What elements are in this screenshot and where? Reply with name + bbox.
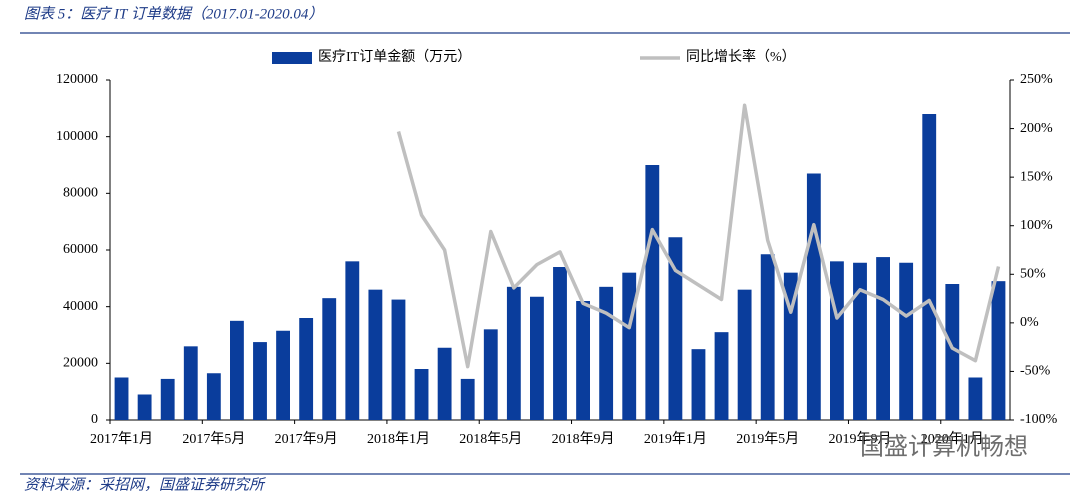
bar xyxy=(206,373,221,420)
x-tick-label: 2019年5月 xyxy=(736,431,799,447)
y2-tick-label: -50% xyxy=(1020,364,1051,379)
bar xyxy=(945,284,960,420)
bar xyxy=(414,369,429,420)
bar xyxy=(460,378,475,420)
bar xyxy=(645,165,660,420)
line xyxy=(396,103,1001,369)
y-tick-label: 60000 xyxy=(63,242,98,257)
bar xyxy=(183,346,198,420)
bar xyxy=(714,332,729,420)
bar xyxy=(114,377,129,420)
bar xyxy=(599,286,614,420)
bar xyxy=(276,330,290,420)
legend-label: 同比增长率（%） xyxy=(686,48,796,65)
bar xyxy=(922,114,937,420)
bar xyxy=(253,342,267,420)
bar xyxy=(437,347,452,420)
y-tick-label: 100000 xyxy=(56,129,98,144)
x-tick-label: 2017年5月 xyxy=(182,431,245,447)
y-tick-label: 40000 xyxy=(63,299,98,314)
legend-swatch xyxy=(272,52,312,64)
x-tick-label: 2018年9月 xyxy=(552,431,615,447)
x-tick-label: 2018年1月 xyxy=(367,431,430,447)
bar xyxy=(553,267,567,420)
bar xyxy=(530,296,544,420)
bar xyxy=(368,289,383,420)
bar xyxy=(345,261,360,420)
y-tick-label: 20000 xyxy=(63,356,98,371)
y2-tick-label: 100% xyxy=(1020,218,1053,233)
bar xyxy=(299,318,314,420)
y-tick-label: 120000 xyxy=(56,72,98,87)
y-tick-label: 80000 xyxy=(63,186,98,201)
x-tick-label: 2019年9月 xyxy=(829,431,892,447)
x-tick-label: 2017年9月 xyxy=(275,431,338,447)
x-tick-label: 2018年5月 xyxy=(459,431,522,447)
bar xyxy=(899,262,914,420)
x-tick-label: 2017年1月 xyxy=(90,431,153,447)
bar xyxy=(622,272,637,420)
bar xyxy=(876,257,890,420)
bar xyxy=(783,272,798,420)
bar xyxy=(483,329,498,420)
y2-tick-label: 150% xyxy=(1020,169,1053,184)
bar xyxy=(160,378,175,420)
bar xyxy=(137,394,152,420)
page-title: 图表 5：医疗 IT 订单数据（2017.01-2020.04） xyxy=(24,5,323,22)
y2-tick-label: 200% xyxy=(1020,121,1053,136)
bar xyxy=(506,286,521,420)
bar xyxy=(322,298,337,420)
x-tick-label: 2019年1月 xyxy=(644,431,707,447)
watermark: 国盛计算机畅想 xyxy=(860,434,1028,461)
bar xyxy=(991,281,1006,420)
source: 资料来源：采招网，国盛证券研究所 xyxy=(24,476,266,493)
bar xyxy=(968,377,983,420)
x-tick-label: 2020年1月 xyxy=(921,431,984,447)
y2-tick-label: 0% xyxy=(1020,315,1039,330)
bar xyxy=(806,173,821,420)
y2-tick-label: 50% xyxy=(1020,267,1046,282)
bar xyxy=(853,262,867,420)
bar xyxy=(830,261,844,420)
bar xyxy=(691,349,706,420)
bar xyxy=(230,320,244,420)
y2-tick-label: 250% xyxy=(1020,72,1053,87)
y-tick-label: 0 xyxy=(91,412,98,427)
bar xyxy=(668,237,683,420)
bar xyxy=(737,289,752,420)
bar xyxy=(760,254,775,420)
legend-label: 医疗IT订单金额（万元） xyxy=(318,49,471,65)
bar xyxy=(391,299,406,420)
bar xyxy=(576,301,590,420)
y2-tick-label: -100% xyxy=(1020,412,1058,427)
